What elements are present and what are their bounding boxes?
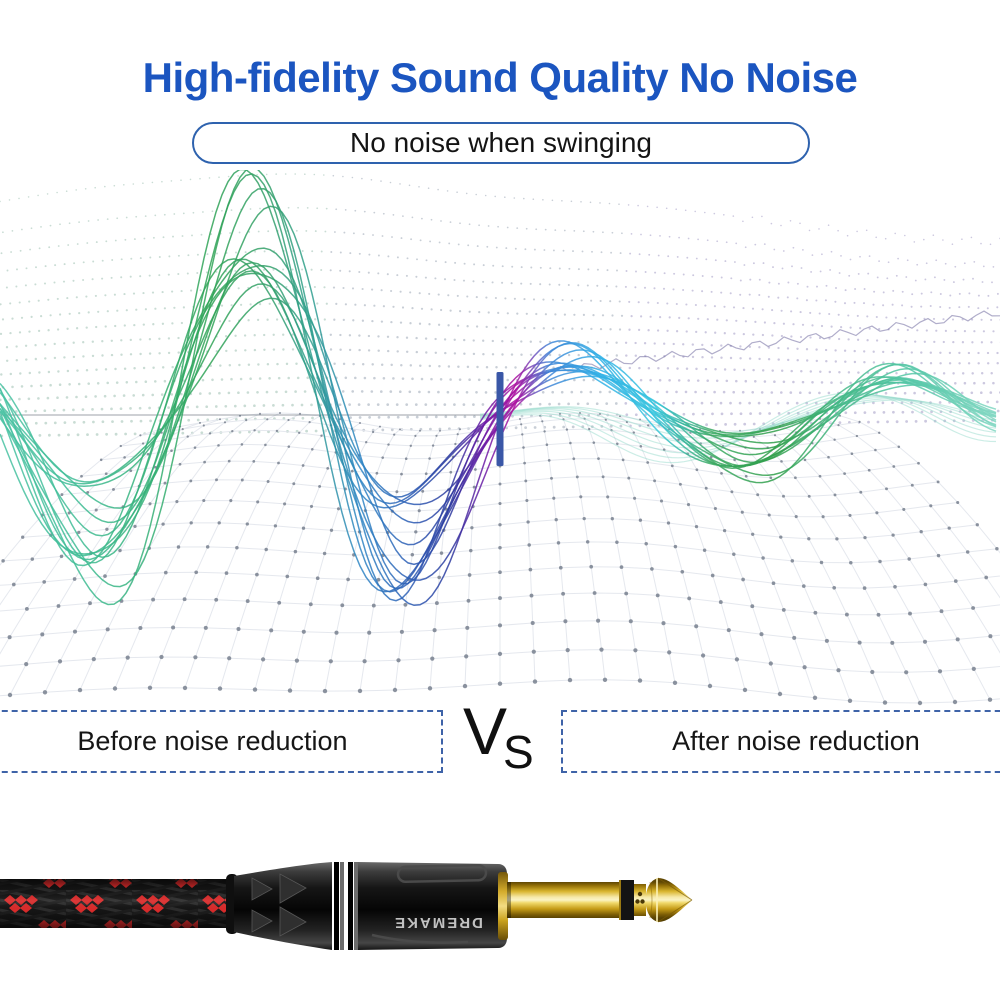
page-title: High-fidelity Sound Quality No Noise xyxy=(142,54,858,101)
brand-text: DREMAKE xyxy=(393,914,483,931)
before-noise-box: Before noise reduction xyxy=(0,710,443,773)
insulator-ring xyxy=(621,880,634,920)
gold-plug xyxy=(507,877,693,923)
grip-notches xyxy=(251,873,307,937)
wave-divider-bar xyxy=(496,372,504,466)
mesh-edge-line xyxy=(559,310,1000,372)
barrel-groove-bottom xyxy=(371,933,469,944)
connector-housing: DREMAKE xyxy=(226,862,508,950)
vs-letter-v: V xyxy=(463,694,508,768)
before-noise-label: Before noise reduction xyxy=(77,726,348,756)
braided-cable xyxy=(0,879,240,928)
after-noise-box: After noise reduction xyxy=(561,710,1000,773)
vs-label: V S xyxy=(455,698,555,798)
vs-letter-s: S xyxy=(503,726,534,778)
soundwave-figure xyxy=(0,170,1000,706)
after-noise-label: After noise reduction xyxy=(672,726,920,756)
tagline-pill: No noise when swinging xyxy=(192,122,810,164)
barrel-groove-top xyxy=(396,863,488,884)
tagline-text: No noise when swinging xyxy=(350,127,652,158)
cable-photo: DREMAKE xyxy=(0,862,693,950)
gold-collar-ring xyxy=(498,872,508,940)
